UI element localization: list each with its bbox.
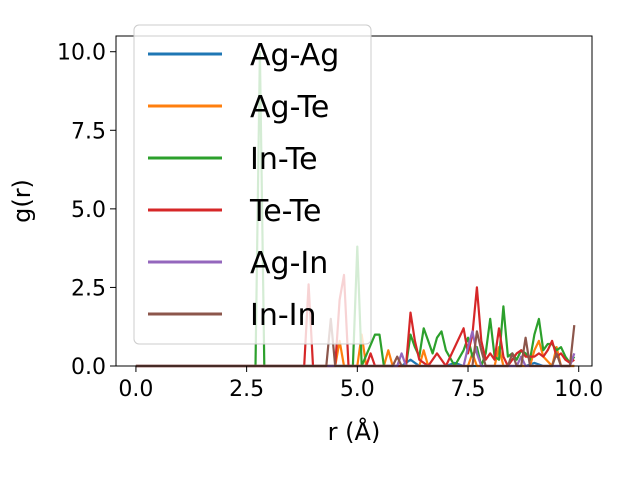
series-line-te-te: [135, 273, 575, 368]
y-axis-label: g(r): [8, 179, 36, 223]
y-tick-label: 2.5: [71, 276, 106, 301]
y-axis-ticks: 0.0 2.5 5.0 7.5 10.0: [57, 41, 116, 380]
x-tick-label: 10.0: [554, 377, 603, 402]
x-tick-label: 2.5: [229, 377, 264, 402]
y-tick-label: 7.5: [71, 119, 106, 144]
x-tick-label: 7.5: [451, 377, 486, 402]
x-axis-ticks: 0.0 2.5 5.0 7.5 10.0: [118, 366, 603, 402]
series-line-in-te: [135, 50, 576, 368]
legend-label: Ag-Te: [250, 90, 329, 125]
legend-label: Ag-In: [250, 246, 328, 281]
legend-label: In-Te: [250, 142, 318, 177]
x-axis-label: r (Å): [328, 417, 381, 446]
legend-label: Te-Te: [249, 194, 321, 229]
x-tick-label: 5.0: [340, 377, 375, 402]
y-tick-label: 5.0: [71, 198, 106, 223]
legend-label: Ag-Ag: [250, 38, 339, 73]
legend-label: In-In: [250, 298, 317, 333]
legend: Ag-Ag Ag-Te In-Te Te-Te Ag-In In-In: [133, 24, 372, 345]
y-tick-label: 0.0: [71, 355, 106, 380]
y-tick-label: 10.0: [57, 41, 106, 66]
x-tick-label: 0.0: [118, 377, 153, 402]
